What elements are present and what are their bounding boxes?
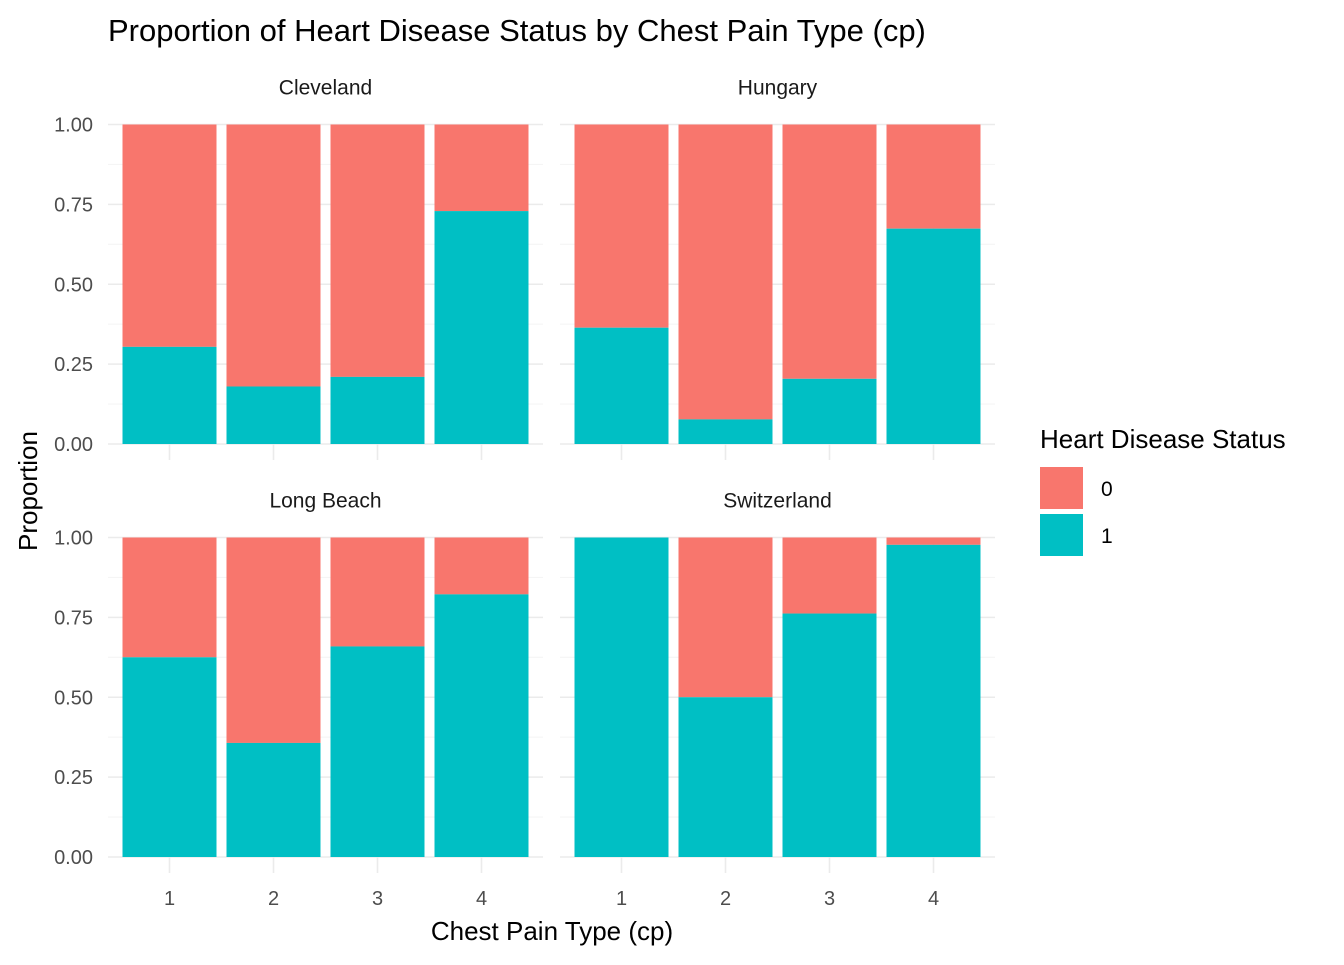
x-tick-label: 2 [720,888,731,910]
bar-segment-status-1 [574,327,669,444]
facet-panel: Long Beach 0.00 0.25 0.50 0.75 1.00 1 2 3 4 [54,490,543,910]
facets: Cleveland 0.00 0.25 0.50 0.75 1.00 Hungary Long… [54,77,995,910]
legend-key-0 [1040,467,1083,509]
y-tick-label: 1.00 [54,115,93,137]
bar-segment-status-1 [226,386,321,444]
y-tick-label: 0.25 [54,767,93,789]
x-axis-label: Chest Pain Type (cp) [431,916,673,946]
bar-segment-status-1 [122,657,217,857]
bar-segment-status-1 [330,376,425,444]
facet-panel: Switzerland 1 2 3 4 [560,490,995,910]
facet-label: Hungary [738,77,818,100]
legend: 01 [1040,467,1113,556]
bar-segment-status-0 [782,124,877,379]
bar-segment-status-0 [886,537,981,545]
bar-segment-status-0 [574,124,669,328]
bar-segment-status-1 [434,211,529,444]
bar-segment-status-0 [434,537,529,595]
bar-segment-status-1 [122,346,217,444]
bar-segment-status-0 [678,124,773,420]
bar-segment-status-1 [226,742,321,857]
y-axis-label: Proportion [13,431,43,551]
facet-label: Long Beach [269,490,381,513]
x-tick-label: 3 [372,888,383,910]
bar-segment-status-0 [782,537,877,614]
bar-segment-status-0 [226,537,321,743]
facet-label: Cleveland [279,77,372,100]
bar-segment-status-1 [886,544,981,857]
x-tick-label: 3 [824,888,835,910]
bar-segment-status-1 [678,697,773,857]
y-tick-label: 0.50 [54,687,93,709]
y-tick-label: 0.75 [54,194,93,216]
x-tick-label: 1 [164,888,175,910]
y-tick-label: 0.00 [54,434,93,456]
x-tick-label: 1 [616,888,627,910]
legend-label: 1 [1101,525,1113,548]
bar-segment-status-1 [574,537,669,857]
bar-segment-status-0 [122,537,217,658]
legend-title: Heart Disease Status [1040,424,1286,454]
bar-segment-status-0 [886,124,981,229]
bar-segment-status-0 [122,124,217,347]
bar-segment-status-1 [886,228,981,444]
y-tick-label: 0.75 [54,607,93,629]
bar-segment-status-1 [434,594,529,857]
legend-label: 0 [1101,478,1113,501]
bar-segment-status-1 [782,378,877,444]
facet-label: Switzerland [723,490,832,513]
legend-key-1 [1040,514,1083,556]
bar-segment-status-0 [330,537,425,647]
bar-segment-status-1 [782,613,877,857]
bar-segment-status-0 [678,537,773,698]
x-tick-label: 4 [476,888,487,910]
chart-title: Proportion of Heart Disease Status by Ch… [108,13,926,48]
bar-segment-status-1 [678,419,773,444]
x-tick-label: 4 [928,888,939,910]
y-tick-label: 1.00 [54,528,93,550]
y-tick-label: 0.00 [54,847,93,869]
y-tick-label: 0.25 [54,354,93,376]
y-tick-label: 0.50 [54,274,93,296]
x-tick-label: 2 [268,888,279,910]
bar-segment-status-0 [226,124,321,387]
facet-panel: Cleveland 0.00 0.25 0.50 0.75 1.00 [54,77,543,460]
bar-segment-status-1 [330,646,425,857]
bar-segment-status-0 [330,124,425,377]
facet-panel: Hungary [560,77,995,460]
bar-segment-status-0 [434,124,529,212]
